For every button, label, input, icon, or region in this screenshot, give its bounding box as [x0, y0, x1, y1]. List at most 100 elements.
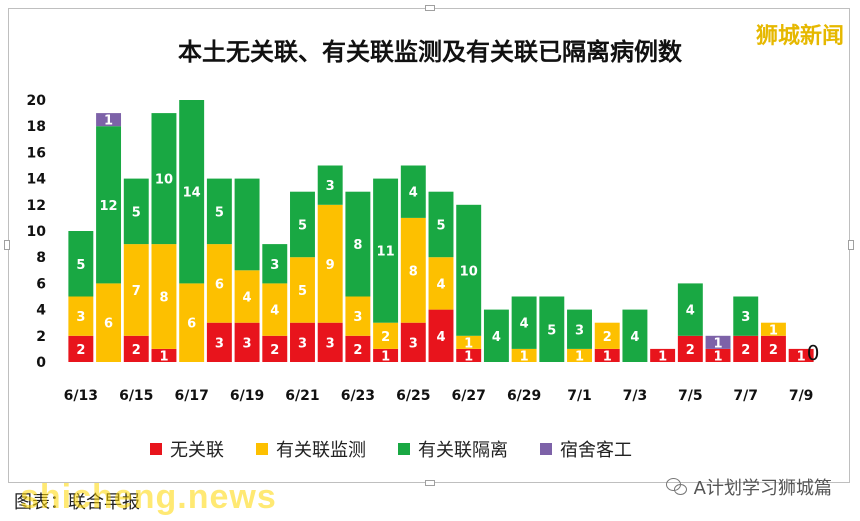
data-label: 5	[547, 323, 556, 338]
data-label: 1	[797, 349, 806, 364]
bar-segment	[206, 322, 232, 362]
data-label: 1	[714, 336, 723, 351]
data-label: 2	[270, 343, 279, 358]
x-tick-label: 6/13	[64, 388, 98, 404]
data-label: 2	[353, 343, 362, 358]
x-tick-label: 6/29	[507, 388, 541, 404]
bar-segment	[705, 335, 731, 349]
data-label: 1	[603, 349, 612, 364]
x-tick-label: 6/27	[452, 388, 486, 404]
legend-label-unlinked: 无关联	[170, 440, 224, 461]
data-label: 2	[381, 330, 390, 345]
y-tick-label: 6	[36, 276, 46, 292]
resize-handle-right[interactable]	[848, 240, 854, 250]
bar-segment	[373, 322, 399, 349]
data-label: 8	[409, 264, 418, 279]
bar-segment	[317, 204, 343, 323]
legend-swatch-linked-quarantine	[398, 443, 410, 455]
wechat-account[interactable]: A计划学习狮城篇	[665, 474, 832, 500]
data-label: 5	[298, 284, 307, 299]
resize-handle-bottom[interactable]	[425, 480, 435, 486]
legend-item-dorm: 宿舍客工	[540, 436, 632, 462]
bar-segment	[317, 165, 343, 205]
data-label: 1	[104, 114, 113, 129]
legend-item-unlinked: 无关联	[150, 436, 224, 462]
data-label: 9	[326, 258, 335, 273]
bar-segment	[290, 257, 315, 323]
bar-segment	[650, 348, 676, 362]
legend-item-linked-surveillance: 有关联监测	[256, 436, 366, 462]
data-label: 6	[215, 277, 224, 292]
data-label: 3	[270, 258, 279, 273]
x-tick-label: 7/3	[623, 388, 648, 404]
bar-segment	[483, 309, 509, 362]
data-label: 3	[243, 336, 252, 351]
bar-segment	[760, 335, 786, 362]
bar-segment	[456, 348, 482, 362]
legend-swatch-unlinked	[150, 443, 162, 455]
data-label: 6	[104, 317, 113, 332]
data-label: 5	[436, 218, 445, 233]
x-tick-label: 7/5	[678, 388, 703, 404]
legend-swatch-dorm	[540, 443, 552, 455]
data-label: 5	[76, 258, 85, 273]
data-label: 6	[187, 317, 196, 332]
data-label: 4	[492, 330, 501, 345]
bar-segment	[123, 178, 149, 245]
resize-handle-left[interactable]	[4, 240, 10, 250]
bar-segment	[68, 335, 94, 362]
y-tick-label: 20	[27, 93, 47, 109]
bar-segment	[567, 348, 592, 362]
bar-segment	[456, 204, 482, 336]
x-tick-label: 6/19	[230, 388, 264, 404]
data-label: 4	[686, 304, 695, 319]
bar-segment	[567, 309, 592, 349]
wechat-account-name: A计划学习狮城篇	[693, 478, 832, 499]
data-label: 3	[326, 336, 335, 351]
legend-item-linked-quarantine: 有关联隔离	[398, 436, 508, 462]
data-label: 1	[159, 349, 168, 364]
data-label: 2	[76, 343, 85, 358]
data-label: 3	[353, 310, 362, 325]
x-tick-label: 6/25	[396, 388, 430, 404]
bar-segment	[179, 283, 205, 362]
bar-segment	[400, 217, 426, 323]
data-label: 3	[215, 336, 224, 351]
bar-segment	[345, 335, 371, 362]
bar-segment	[262, 283, 288, 336]
wechat-icon	[665, 478, 688, 496]
bar-segment	[428, 191, 454, 258]
x-tick-label: 6/21	[285, 388, 319, 404]
bar-segment	[179, 100, 205, 284]
x-tick-label: 7/1	[567, 388, 592, 404]
bar-segment	[290, 191, 315, 258]
data-label: 3	[76, 310, 85, 325]
data-label: 2	[132, 343, 141, 358]
data-label: 5	[215, 205, 224, 220]
data-label: 1	[464, 336, 473, 351]
bar-segment	[345, 296, 371, 336]
bar-segment	[400, 322, 426, 362]
bar-segment	[428, 257, 454, 310]
data-label: 3	[409, 336, 418, 351]
bar-segment	[677, 283, 703, 336]
bar-segment	[151, 244, 177, 349]
bar-segment	[151, 348, 177, 362]
data-label: 3	[741, 310, 750, 325]
y-tick-label: 0	[36, 355, 46, 371]
data-label: 2	[769, 343, 778, 358]
legend-label-dorm: 宿舍客工	[560, 440, 632, 461]
bar-segment	[511, 296, 537, 349]
data-label: 1	[769, 323, 778, 338]
data-label: 3	[575, 323, 584, 338]
y-tick-label: 10	[27, 224, 47, 240]
x-tick-label: 6/17	[174, 388, 208, 404]
y-tick-label: 12	[27, 198, 46, 214]
source-caption: 图表：联合早报	[14, 492, 140, 513]
y-tick-label: 4	[36, 303, 46, 319]
data-label: 2	[603, 330, 612, 345]
bar-segment	[788, 348, 814, 362]
bar-segment	[123, 244, 149, 336]
resize-handle-top[interactable]	[425, 5, 435, 11]
bar-segment	[400, 165, 426, 218]
